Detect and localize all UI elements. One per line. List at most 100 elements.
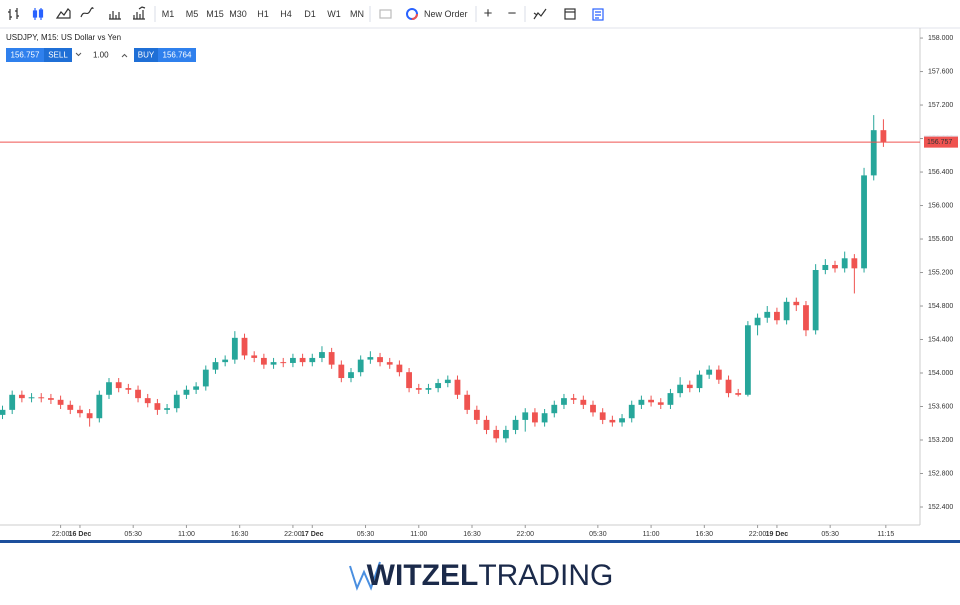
logo-accent xyxy=(349,561,381,591)
candle-body xyxy=(251,355,258,358)
timeframe-button[interactable]: M1 xyxy=(162,9,175,19)
candle-body xyxy=(638,399,645,405)
x-tick-label: 16:30 xyxy=(463,531,481,538)
plot: 152.400 152.800 153.200 153.600 154.000 154.4… xyxy=(0,35,958,538)
brand-light: TRADING xyxy=(478,559,613,592)
candle-body xyxy=(599,412,606,420)
sell-price-box[interactable] xyxy=(6,48,44,62)
candle-body xyxy=(619,418,625,423)
toolbar-icons xyxy=(8,6,604,22)
candle-body xyxy=(851,258,858,269)
candle-body xyxy=(154,403,161,410)
candle-body xyxy=(319,352,325,358)
candle-body xyxy=(183,389,190,395)
x-tick-label: 22:00 xyxy=(749,531,767,538)
volume-down[interactable] xyxy=(75,52,82,57)
candle-body xyxy=(86,413,93,419)
y-tick-label: 157.600 xyxy=(928,68,953,75)
candle-body xyxy=(880,130,887,142)
zoom-in-button[interactable]: + xyxy=(484,5,493,22)
candle-body xyxy=(396,364,403,373)
bid-label-box xyxy=(924,136,958,148)
candle-body xyxy=(483,419,490,430)
candle-body xyxy=(744,325,751,395)
candle-body xyxy=(435,383,442,389)
candle-body xyxy=(222,359,229,363)
candle-body xyxy=(580,399,587,405)
candle-body xyxy=(125,388,132,390)
candle-body xyxy=(473,409,480,420)
volume-up[interactable] xyxy=(121,53,128,58)
y-tick-label: 155.200 xyxy=(928,269,953,276)
zoom-out-button[interactable]: − xyxy=(508,5,517,22)
candle-body xyxy=(551,404,558,414)
candle-body xyxy=(48,398,54,400)
toolbar xyxy=(0,0,960,28)
volume-icon[interactable] xyxy=(109,11,121,20)
volume-input[interactable]: 1.00 xyxy=(93,51,109,60)
keyboard-icon[interactable] xyxy=(379,9,392,19)
x-tick-label: 16:30 xyxy=(231,531,249,538)
candle-body xyxy=(406,372,412,389)
line-icon[interactable] xyxy=(80,7,94,18)
candle-body xyxy=(561,398,567,405)
y-tick-label: 156.400 xyxy=(928,169,953,176)
candle-body xyxy=(38,397,45,399)
candle-body xyxy=(96,394,103,419)
candle-body xyxy=(725,379,732,394)
timeframe-button[interactable]: D1 xyxy=(304,9,316,19)
x-tick-label: 19 Dec xyxy=(766,531,789,538)
x-tick-label: 16:30 xyxy=(696,531,714,538)
candle-body xyxy=(464,394,471,410)
candle-body xyxy=(270,362,277,365)
new-order-button[interactable]: New Order xyxy=(424,9,468,19)
candle-body xyxy=(367,357,374,360)
calendar-icon[interactable] xyxy=(564,8,576,20)
candle-body xyxy=(0,409,6,415)
timeframe-button[interactable]: MN xyxy=(350,9,364,19)
timeframe-button[interactable]: M30 xyxy=(229,9,247,19)
x-tick-label: 11:15 xyxy=(877,531,894,538)
candle-body xyxy=(28,397,35,399)
candle-body xyxy=(38,9,44,18)
timeframe-button[interactable]: M15 xyxy=(206,9,224,19)
candle-body xyxy=(241,337,248,356)
y-tick-label: 155.600 xyxy=(928,236,953,243)
timeframe-button[interactable]: H4 xyxy=(280,9,292,19)
candle-body xyxy=(667,393,674,405)
indicator-icon[interactable] xyxy=(533,8,547,20)
footer-rule xyxy=(0,540,960,543)
brand-bold: WITZEL xyxy=(367,559,479,592)
buy-price-box[interactable] xyxy=(158,48,196,62)
y-tick-label: 152.800 xyxy=(928,470,953,477)
area-icon[interactable] xyxy=(55,8,71,19)
new-order-icon-accent xyxy=(406,8,418,20)
candle-body xyxy=(493,429,500,439)
timeframe-button[interactable]: H1 xyxy=(257,9,269,19)
sell-price: 156.757 xyxy=(11,51,40,60)
timeframe-button[interactable]: W1 xyxy=(327,9,341,19)
candle-body xyxy=(377,357,383,363)
chart-title: USDJPY, M15: US Dollar vs Yen xyxy=(6,33,121,42)
y-tick-label: 153.200 xyxy=(928,437,953,444)
indicators-icon[interactable] xyxy=(133,6,146,20)
sell-button[interactable] xyxy=(44,48,72,62)
candle-body xyxy=(67,404,74,410)
x-tick-label: 22:00 xyxy=(516,531,534,538)
timeframe-button[interactable]: M5 xyxy=(186,9,199,19)
sell-label: SELL xyxy=(48,51,68,60)
buy-button[interactable] xyxy=(134,48,158,62)
notes-icon[interactable] xyxy=(592,8,604,21)
bar-chart-icon[interactable] xyxy=(8,8,19,20)
candle-body xyxy=(861,175,867,269)
candle-body xyxy=(77,409,83,414)
y-tick-label: 154.800 xyxy=(928,303,953,310)
x-tick-label: 11:00 xyxy=(178,531,195,538)
candle-body xyxy=(648,399,654,403)
candle-body xyxy=(764,311,771,318)
candle-body xyxy=(657,402,664,405)
buy-label: BUY xyxy=(138,51,155,60)
candle-body xyxy=(502,429,509,439)
notes-lines xyxy=(595,11,601,19)
candle-body xyxy=(541,413,548,423)
